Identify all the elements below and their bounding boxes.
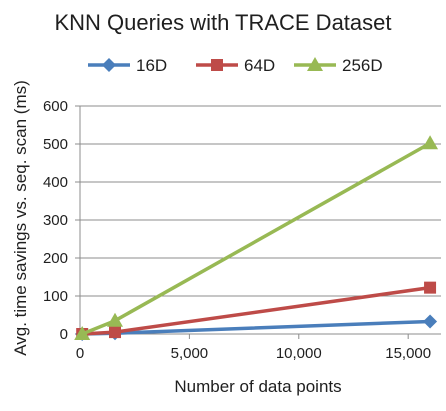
legend-marker-256d <box>307 57 323 71</box>
y-axis-title: Avg. time savings vs. seq. scan (ms) <box>11 80 30 356</box>
x-tick-label: 5,000 <box>171 345 209 362</box>
y-tick-label: 300 <box>43 212 68 229</box>
plot-area: 0 100 200 300 400 500 600 0 5,000 10,000 15,000 <box>43 98 441 362</box>
y-tick-label: 100 <box>43 288 68 305</box>
x-tick-label: 10,000 <box>276 345 322 362</box>
legend-label-256d: 256D <box>342 56 383 75</box>
y-tick-label: 600 <box>43 98 68 115</box>
y-tick-label: 400 <box>43 174 68 191</box>
x-axis-title: Number of data points <box>174 377 341 396</box>
data-point-16d <box>423 314 438 329</box>
legend: 16D 64D 256D <box>88 56 383 75</box>
series-line-256d <box>81 141 431 336</box>
legend-label-16d: 16D <box>136 56 167 75</box>
legend-marker-64d <box>211 59 223 71</box>
data-point-256d <box>107 312 124 327</box>
y-tick-label: 200 <box>43 250 68 267</box>
x-tick-label: 0 <box>76 345 84 362</box>
x-tick-label: 15,000 <box>385 345 431 362</box>
y-tick-label: 500 <box>43 136 68 153</box>
legend-label-64d: 64D <box>244 56 275 75</box>
data-point-64d <box>109 326 122 339</box>
data-point-256d <box>74 326 91 340</box>
chart-title: KNN Queries with TRACE Dataset <box>54 10 391 35</box>
data-point-256d <box>422 135 439 150</box>
legend-marker-16d <box>102 58 116 72</box>
y-tick-label: 0 <box>60 326 68 343</box>
data-point-64d <box>424 281 437 294</box>
